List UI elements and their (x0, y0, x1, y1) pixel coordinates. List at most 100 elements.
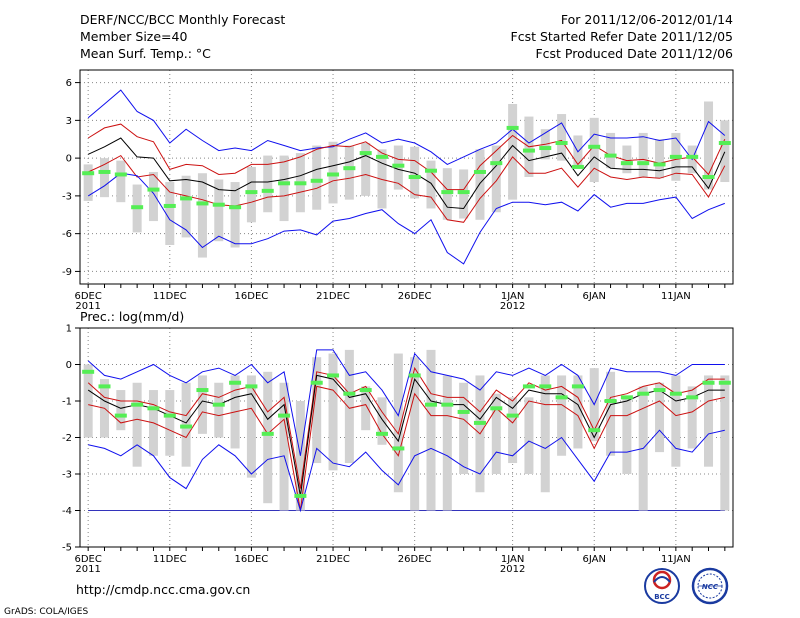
spread-box (491, 393, 501, 474)
y-tick-label: -6 (62, 229, 72, 240)
started-date: Fcst Started Refer Date 2011/12/05 (511, 29, 734, 44)
median-marker (555, 395, 568, 400)
median-marker (376, 154, 389, 159)
x-tick-label: 11JAN (661, 291, 691, 302)
median-marker (359, 388, 372, 393)
median-marker (669, 391, 682, 396)
median-marker (131, 205, 144, 210)
median-marker (441, 402, 454, 407)
plot-frame (79, 69, 734, 285)
spread-box (197, 173, 207, 258)
spread-box (704, 101, 714, 190)
spread-box (622, 397, 632, 474)
median-marker (653, 162, 666, 167)
median-marker (310, 178, 323, 183)
median-marker (522, 384, 535, 389)
ncc-logo-text: NCC (702, 583, 719, 591)
median-marker (490, 406, 503, 411)
x-tick-year: 2012 (500, 301, 525, 312)
median-marker (408, 373, 421, 378)
median-marker (343, 391, 356, 396)
median-marker (310, 380, 323, 385)
median-marker (588, 428, 601, 433)
median-marker (343, 166, 356, 171)
spread-box (557, 114, 567, 161)
y-tick-label: 0 (66, 154, 72, 165)
spread-box (720, 375, 730, 511)
median-marker (245, 190, 258, 195)
median-marker (196, 388, 209, 393)
spread-box (459, 382, 469, 474)
spread-box (197, 375, 207, 434)
median-marker (261, 188, 274, 193)
spread-box (328, 353, 338, 471)
median-marker (327, 172, 340, 177)
median-marker (392, 163, 405, 168)
spread-box (246, 375, 256, 478)
y-tick-label: -1 (62, 397, 72, 408)
median-marker (669, 154, 682, 159)
spread-box (508, 103, 518, 200)
median-marker (212, 402, 225, 407)
median-marker (114, 413, 127, 418)
y-tick-label: 1 (66, 324, 72, 335)
bcc-logo-swirl (652, 570, 672, 590)
median-marker (620, 395, 633, 400)
x-tick-label: 6JAN (583, 554, 606, 565)
y-tick-label: -3 (62, 191, 72, 202)
median-marker (588, 144, 601, 149)
spread-box (361, 143, 371, 196)
median-marker (571, 164, 584, 169)
spread-box (638, 132, 648, 177)
spread-box (426, 349, 436, 511)
x-tick-label: 26DEC (398, 291, 432, 302)
median-marker (408, 175, 421, 179)
y-tick-label: -2 (62, 433, 72, 444)
median-marker (131, 402, 144, 407)
spread-box (573, 375, 583, 449)
median-marker (359, 151, 372, 156)
spread-box (491, 145, 501, 213)
y-tick-label: 0 (66, 360, 72, 371)
median-marker (473, 420, 486, 425)
x-tick-label: 1JAN (501, 554, 524, 565)
median-marker (229, 380, 242, 385)
y-tick-label: -5 (62, 543, 72, 554)
y-tick-label: -9 (62, 267, 72, 278)
median-marker (539, 146, 552, 151)
median-marker (180, 424, 193, 429)
median-marker (424, 402, 437, 407)
x-tick-label: 16DEC (235, 291, 269, 302)
x-tick-label: 11JAN (661, 554, 691, 565)
member-size: Member Size=40 (80, 29, 187, 44)
spread-box (606, 132, 616, 169)
spread-box (148, 171, 158, 222)
series-max-line (87, 89, 726, 165)
spread-box (426, 160, 436, 209)
median-marker (229, 205, 242, 210)
median-marker (653, 388, 666, 393)
spread-box (99, 158, 109, 198)
spread-box (83, 164, 93, 201)
median-marker (539, 384, 552, 389)
median-marker (98, 169, 111, 174)
x-tick-label: 1JAN (501, 291, 524, 302)
median-marker (424, 168, 437, 173)
x-tick-label: 16DEC (235, 554, 269, 565)
spread-box (393, 353, 403, 493)
median-marker (163, 203, 176, 208)
median-marker (506, 413, 519, 418)
series-mean-line (87, 137, 726, 210)
spread-box (181, 175, 191, 238)
median-marker (702, 380, 715, 385)
median-marker (473, 169, 486, 174)
spread-box (83, 364, 93, 438)
median-marker (571, 384, 584, 389)
variable-label: Mean Surf. Temp.: °C (80, 46, 211, 61)
spread-box (687, 386, 697, 449)
spread-box (475, 149, 485, 220)
x-tick-label: 6DEC (74, 291, 101, 302)
forecast-period: For 2011/12/06-2012/01/14 (561, 12, 733, 27)
x-tick-label: 11DEC (153, 291, 187, 302)
